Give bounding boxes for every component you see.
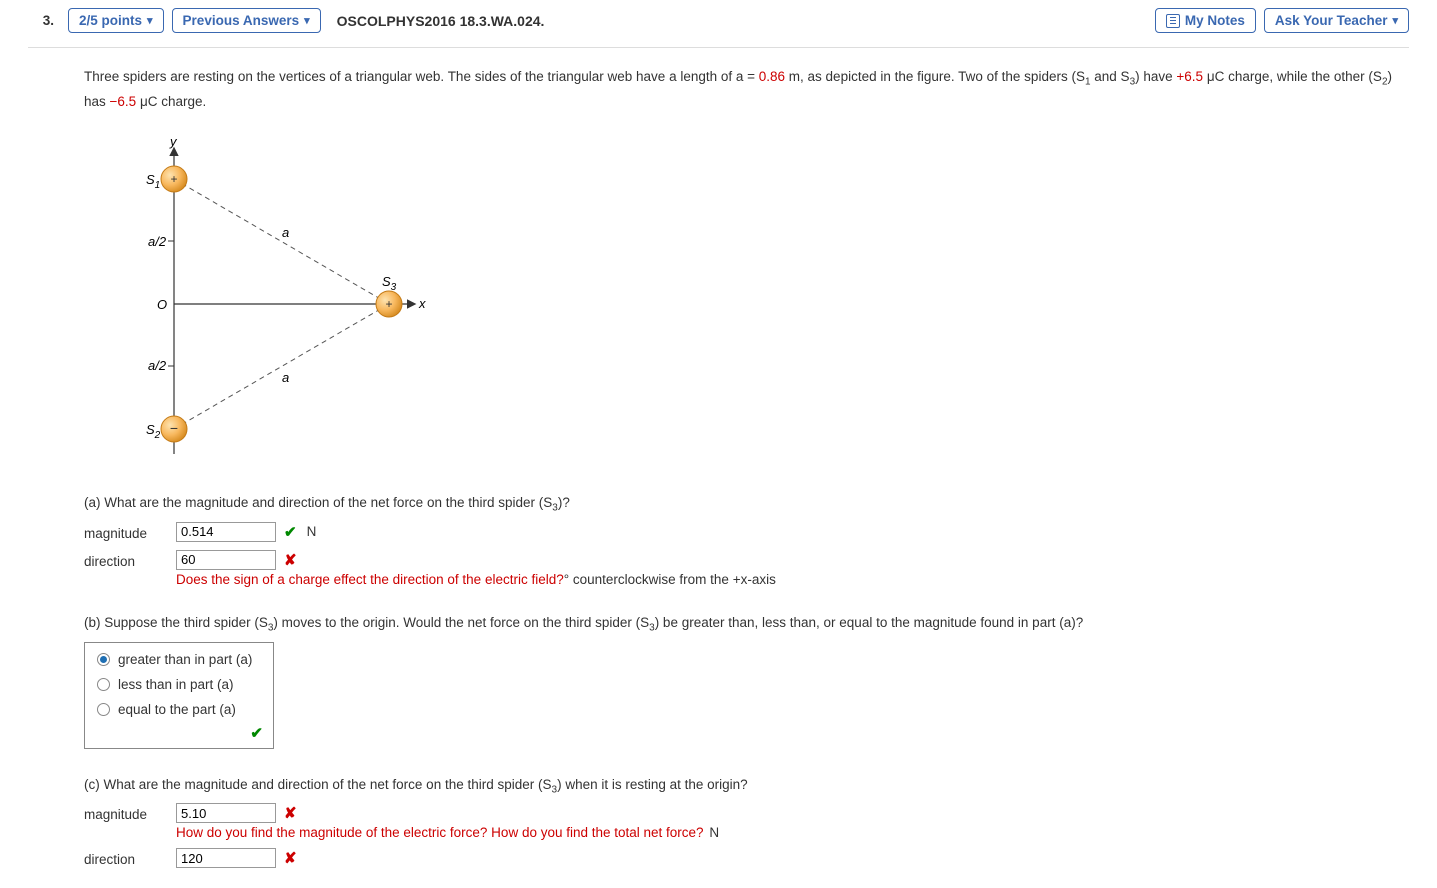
- chevron-down-icon: ▾: [147, 14, 153, 27]
- part-b: (b) Suppose the third spider (S3) moves …: [84, 615, 1409, 749]
- options-group: greater than in part (a) less than in pa…: [84, 642, 274, 749]
- option-label: less than in part (a): [118, 677, 234, 692]
- svg-text:+: +: [170, 172, 177, 186]
- prompt-text: Three spiders are resting on the vertice…: [84, 69, 759, 84]
- direction-hint-a: Does the sign of a charge effect the dir…: [176, 572, 564, 587]
- part-a-question: (a) What are the magnitude and direction…: [84, 495, 1409, 514]
- svg-text:y: y: [169, 134, 178, 149]
- value-a: 0.86: [759, 69, 785, 84]
- part-c: (c) What are the magnitude and direction…: [84, 777, 1409, 869]
- question-code: OSCOLPHYS2016 18.3.WA.024.: [337, 13, 545, 29]
- svg-text:+: +: [385, 297, 392, 311]
- points-dropdown[interactable]: 2/5 points ▾: [68, 8, 164, 33]
- part-b-question: (b) Suppose the third spider (S3) moves …: [84, 615, 1409, 634]
- triangle-figure: + − + y x O S1 S2 S3 a a a/2 a/2: [54, 134, 1409, 477]
- ask-teacher-dropdown[interactable]: Ask Your Teacher ▾: [1264, 8, 1409, 33]
- my-notes-button[interactable]: My Notes: [1155, 8, 1256, 33]
- cross-icon: ✘: [284, 551, 297, 569]
- svg-text:−: −: [170, 420, 178, 436]
- ask-teacher-label: Ask Your Teacher: [1275, 13, 1388, 28]
- value-charge-neg: −6.5: [110, 94, 137, 109]
- radio-icon: [97, 703, 110, 716]
- svg-text:a/2: a/2: [148, 234, 167, 249]
- svg-text:a: a: [282, 225, 289, 240]
- prompt-text: m, as depicted in the figure. Two of the…: [785, 69, 1085, 84]
- check-icon: ✔: [250, 725, 263, 742]
- option-equal[interactable]: equal to the part (a): [85, 697, 273, 722]
- question-prompt: Three spiders are resting on the vertice…: [84, 66, 1409, 112]
- prev-answers-label: Previous Answers: [183, 13, 300, 28]
- magnitude-label: magnitude: [84, 803, 162, 822]
- prompt-text: μC charge.: [136, 94, 206, 109]
- prompt-text: ) have: [1135, 69, 1176, 84]
- magnitude-input-a[interactable]: [176, 522, 276, 542]
- svg-text:O: O: [157, 297, 167, 312]
- part-c-question: (c) What are the magnitude and direction…: [84, 777, 1409, 796]
- magnitude-label: magnitude: [84, 522, 162, 541]
- value-charge-pos: +6.5: [1176, 69, 1203, 84]
- unit-label: N: [709, 825, 719, 840]
- radio-icon: [97, 678, 110, 691]
- check-icon: ✔: [284, 523, 297, 541]
- cross-icon: ✘: [284, 804, 297, 822]
- magnitude-input-c[interactable]: [176, 803, 276, 823]
- prompt-text: μC charge, while the other (S: [1203, 69, 1382, 84]
- magnitude-hint-c: How do you find the magnitude of the ele…: [176, 825, 704, 840]
- question-header: 3. 2/5 points ▾ Previous Answers ▾ OSCOL…: [28, 0, 1409, 48]
- direction-input-c[interactable]: [176, 848, 276, 868]
- direction-label: direction: [84, 550, 162, 569]
- part-a: (a) What are the magnitude and direction…: [84, 495, 1409, 587]
- notes-icon: [1166, 14, 1180, 28]
- direction-suffix: ° counterclockwise from the +x-axis: [564, 572, 776, 587]
- question-number: 3.: [28, 13, 60, 28]
- prompt-text: and S: [1091, 69, 1130, 84]
- option-less[interactable]: less than in part (a): [85, 672, 273, 697]
- direction-input-a[interactable]: [176, 550, 276, 570]
- svg-text:a/2: a/2: [148, 358, 167, 373]
- option-greater[interactable]: greater than in part (a): [85, 647, 273, 672]
- svg-text:S3: S3: [382, 274, 397, 293]
- unit-label: N: [307, 524, 317, 539]
- svg-text:S1: S1: [146, 172, 160, 191]
- option-label: equal to the part (a): [118, 702, 236, 717]
- my-notes-label: My Notes: [1185, 13, 1245, 28]
- direction-label: direction: [84, 848, 162, 867]
- previous-answers-dropdown[interactable]: Previous Answers ▾: [172, 8, 321, 33]
- svg-text:S2: S2: [146, 422, 161, 441]
- svg-text:a: a: [282, 370, 289, 385]
- chevron-down-icon: ▾: [304, 14, 310, 27]
- points-label: 2/5 points: [79, 13, 142, 28]
- chevron-down-icon: ▾: [1392, 14, 1398, 27]
- option-label: greater than in part (a): [118, 652, 252, 667]
- cross-icon: ✘: [284, 849, 297, 867]
- svg-text:x: x: [418, 296, 426, 311]
- radio-icon: [97, 653, 110, 666]
